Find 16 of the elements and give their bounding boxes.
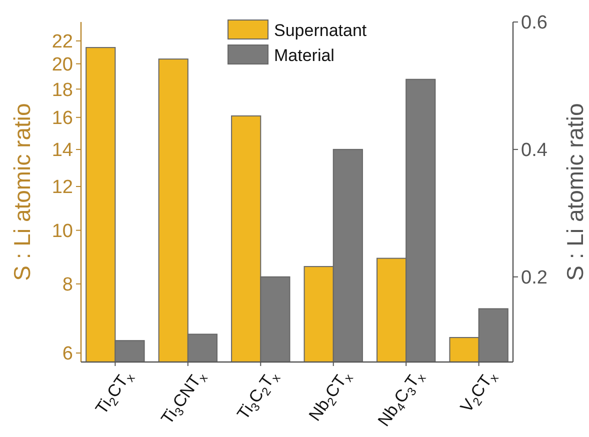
- y-axis-title: S : Li atomic ratio: [9, 103, 36, 281]
- y-tick-label: 6: [62, 344, 73, 365]
- y-tick-label: 22: [52, 32, 73, 53]
- y2-tick-label: 0.6: [521, 12, 548, 34]
- y2-tick-label: 0.2: [521, 268, 548, 289]
- y2-tick-label: 0.4: [521, 140, 548, 162]
- y-tick-label: 16: [52, 108, 73, 130]
- y-tick-label: 20: [52, 54, 73, 76]
- y-tick-label: 14: [52, 140, 74, 162]
- y-tick-label: 12: [52, 177, 73, 198]
- y-tick-label: 10: [52, 220, 73, 242]
- y-tick-label: 8: [62, 274, 73, 296]
- legend-label: Supernatant: [274, 20, 367, 40]
- y-tick-label: 18: [52, 80, 73, 101]
- legend-label: Material: [274, 46, 334, 65]
- y2-axis-title: S : Li atomic ratio: [562, 103, 588, 281]
